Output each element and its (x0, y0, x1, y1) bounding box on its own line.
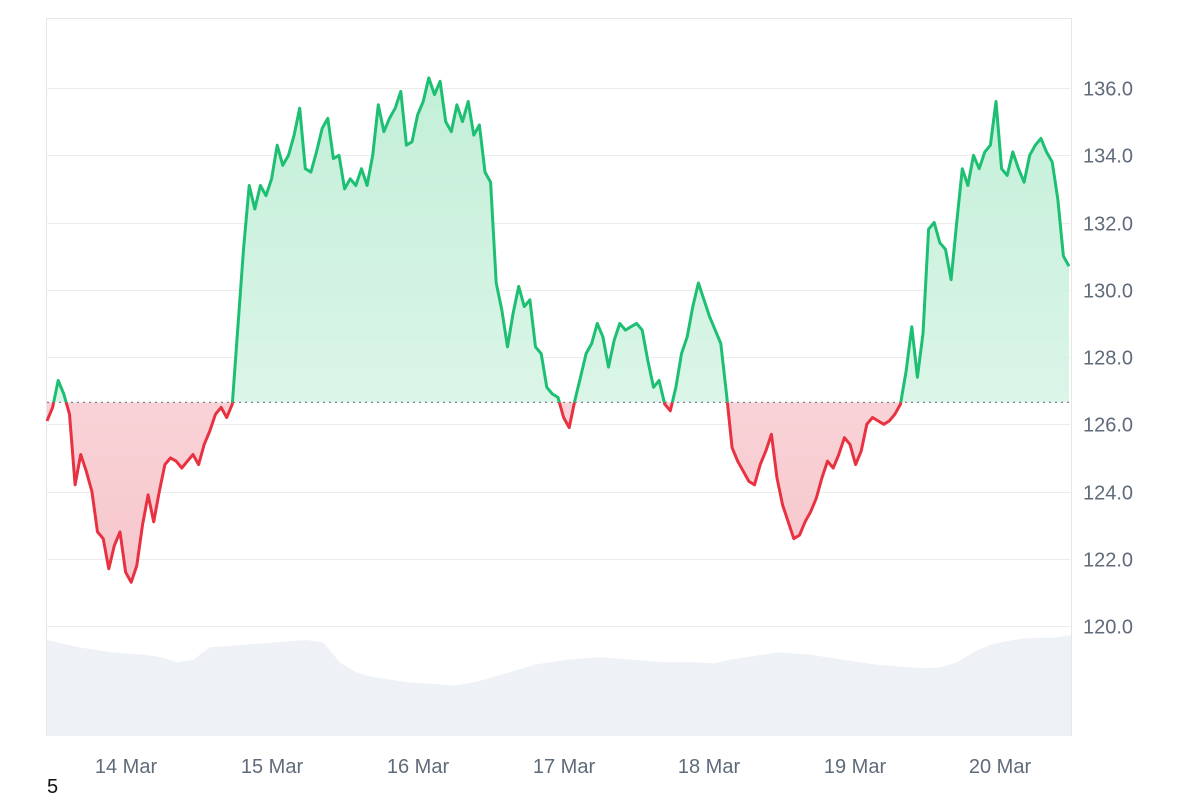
x-tick-label: 20 Mar (969, 756, 1032, 778)
x-tick-label: 19 Mar (824, 756, 887, 778)
x-tick-label: 14 Mar (95, 756, 158, 778)
volume-area (47, 635, 1071, 736)
y-tick-label: 122.0 (1083, 550, 1133, 572)
x-tick-label: 18 Mar (678, 756, 741, 778)
x-tick-label: 15 Mar (241, 756, 304, 778)
y-tick-label: 132.0 (1083, 214, 1133, 236)
up-area-fill (53, 77, 1069, 403)
y-tick-label: 128.0 (1083, 348, 1133, 370)
y-tick-label: 120.0 (1083, 617, 1133, 639)
y-tick-label: 130.0 (1083, 281, 1133, 303)
y-tick-label: 124.0 (1083, 483, 1133, 505)
price-line-up (52, 76, 1071, 403)
price-lines (45, 76, 1071, 584)
x-axis: 14 Mar 15 Mar 16 Mar 17 Mar 18 Mar 19 Mar 20 M… (95, 756, 1032, 778)
y-tick-label: 134.0 (1083, 146, 1133, 168)
y-axis: 120.0 122.0 124.0 126.0 128.0 130.0 132.0 134.0… (1083, 79, 1133, 639)
price-line-down (45, 402, 903, 584)
y-tick-label: 126.0 (1083, 415, 1133, 437)
x-tick-label: 17 Mar (533, 756, 596, 778)
y-tick-label: 136.0 (1083, 79, 1133, 101)
x-tick-label: 16 Mar (387, 756, 450, 778)
plot-frame (46, 18, 1072, 736)
down-area-fill (47, 402, 1069, 583)
corner-label: 5 (47, 776, 59, 798)
volume-fill (47, 635, 1071, 736)
y-grid (46, 88, 1072, 627)
price-areas (47, 77, 1069, 583)
